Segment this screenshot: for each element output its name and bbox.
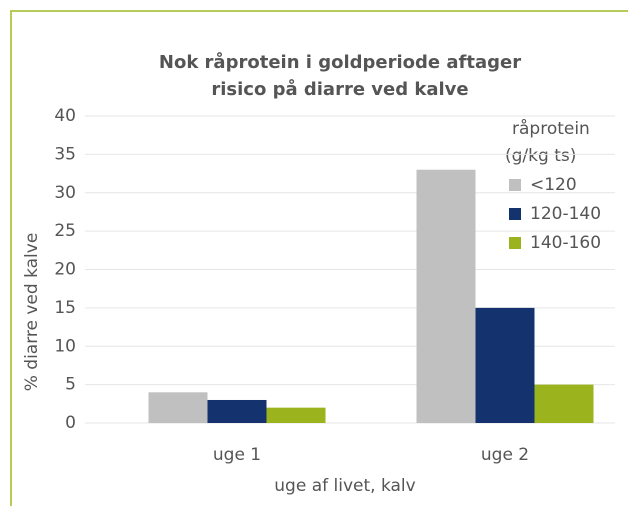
legend-swatch: [509, 179, 521, 191]
legend-title: (g/kg ts): [505, 146, 576, 166]
bar: [475, 307, 535, 423]
bar: [148, 392, 208, 423]
y-tick-label: 35: [54, 144, 76, 164]
legend-label: <120: [530, 175, 577, 195]
chart-title: risico på diarre ved kalve: [211, 78, 468, 100]
y-tick-label: 40: [54, 106, 76, 126]
y-tick-label: 10: [54, 336, 76, 356]
legend-label: 120-140: [530, 204, 601, 224]
legend-swatch: [509, 208, 521, 220]
frame: [10, 10, 628, 506]
bar: [534, 384, 594, 423]
bar: [416, 169, 476, 423]
y-tick-label: 30: [54, 183, 76, 203]
y-axis-label: % diarre ved kalve: [22, 233, 42, 392]
bar: [207, 399, 267, 423]
legend-title: råprotein: [512, 118, 590, 139]
y-tick-label: 0: [65, 413, 76, 433]
chart-title: Nok råprotein i goldperiode aftager: [159, 51, 521, 73]
x-tick-label: uge 2: [481, 445, 529, 465]
y-tick-label: 20: [54, 260, 76, 280]
legend-label: 140-160: [530, 233, 601, 253]
bar: [266, 407, 326, 423]
x-tick-label: uge 1: [213, 445, 261, 465]
y-tick-label: 5: [65, 375, 76, 395]
y-tick-label: 25: [54, 221, 76, 241]
legend-swatch: [509, 237, 521, 249]
x-axis-label: uge af livet, kalv: [274, 476, 415, 496]
y-tick-label: 15: [54, 298, 76, 318]
